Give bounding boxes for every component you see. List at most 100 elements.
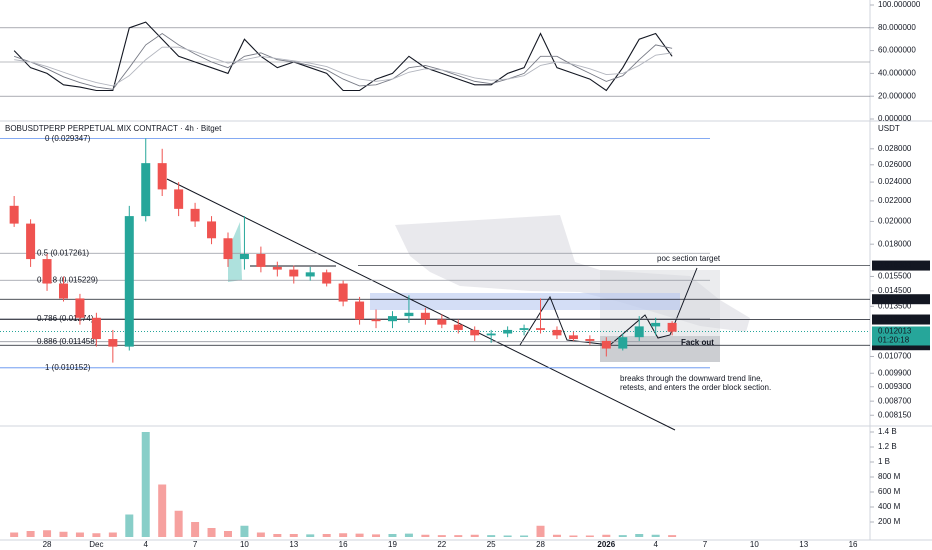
candle-body [256, 253, 266, 267]
last-price-label: 0.012013 [878, 327, 912, 336]
indicator-line [13, 21, 673, 92]
price-label: 0.016303 [878, 261, 912, 270]
fib-label: 0 (0.029347) [45, 134, 91, 143]
candle-body [568, 335, 578, 340]
candle-body [667, 322, 677, 332]
volume-bar [635, 534, 644, 537]
candle-body [26, 223, 36, 260]
candle-body [552, 329, 562, 336]
x-tick-label: 7 [193, 540, 198, 549]
order-block [370, 293, 680, 310]
volume-bar [158, 484, 167, 537]
candle-body [272, 266, 282, 270]
volume-bar [273, 534, 282, 537]
volume-bar [207, 528, 216, 537]
candle-body [75, 298, 85, 318]
candle-body [42, 259, 52, 284]
candle-body [190, 208, 200, 222]
x-tick-label: 10 [240, 540, 249, 549]
candle-body [420, 312, 430, 320]
volume-bar [388, 534, 397, 537]
candle-body [618, 337, 628, 349]
volume-bar [10, 532, 19, 537]
y-tick-label: 800 M [878, 472, 901, 481]
countdown-label: 01:20:18 [878, 336, 910, 345]
y-tick-label: 60.000000 [878, 46, 916, 55]
last-price-box [872, 326, 930, 346]
volume-bar [602, 534, 611, 537]
x-tick-label: 22 [437, 540, 446, 549]
candle-body [585, 339, 595, 341]
candle-body [58, 283, 68, 299]
x-tick-label: 19 [388, 540, 397, 549]
volume-bar [503, 535, 512, 537]
volume-bar [108, 532, 117, 537]
x-tick-label: 10 [750, 540, 759, 549]
volume-bar [75, 532, 84, 537]
price-label: 0.012698 [878, 315, 912, 324]
y-tick-label: 0.020000 [878, 217, 912, 226]
x-tick-label: 16 [849, 540, 858, 549]
y-tick-label: 100.000000 [878, 0, 921, 9]
fib-label: 0.618 (0.015229) [37, 275, 98, 284]
y-tick-label: 1 B [878, 457, 890, 466]
candle-body [601, 340, 611, 349]
chart-title: BOBUSDTPERP PERPETUAL MIX CONTRACT · 4h … [5, 124, 222, 133]
y-tick-label: 0.024000 [878, 177, 912, 186]
candle-body [486, 333, 496, 336]
volume-bar [520, 535, 529, 537]
candle-body [437, 319, 447, 325]
volume-bar [59, 531, 68, 537]
x-tick-label: 13 [289, 540, 298, 549]
y-tick-label: 0.028000 [878, 144, 912, 153]
candle-body [503, 329, 513, 334]
fib-label: 1 (0.010152) [45, 363, 91, 372]
volume-bar [43, 530, 52, 537]
volume-bar [470, 534, 479, 537]
annotation: Fack out [681, 338, 714, 347]
x-tick-label: 28 [43, 540, 52, 549]
candle-body [387, 316, 397, 322]
candle-body [338, 283, 348, 302]
candle-body [371, 319, 381, 322]
volume-bar [421, 534, 430, 537]
y-tick-label: 0.015500 [878, 272, 912, 281]
y-tick-label: 0.010700 [878, 352, 912, 361]
fib-label: 0.886 (0.011458) [37, 337, 98, 346]
volume-bar [668, 535, 677, 537]
candle-body [9, 205, 19, 224]
y-tick-label: 20.000000 [878, 91, 916, 100]
candle-body [536, 328, 546, 330]
candle-body [322, 272, 332, 284]
volume-bar [125, 514, 134, 537]
x-tick-label: Dec [89, 540, 103, 549]
volume-bar [487, 535, 496, 537]
candle-body [355, 301, 365, 320]
fib-label: 0.786 (0.01274) [37, 314, 94, 323]
y-tick-label: 0.009900 [878, 368, 912, 377]
volume-bar [141, 432, 150, 537]
volume-bar [569, 535, 578, 537]
candle-body [157, 163, 167, 190]
trend-line [166, 178, 676, 431]
zigzag-drawing [519, 267, 698, 346]
x-tick-label: 13 [799, 540, 808, 549]
volume-bar [322, 534, 331, 537]
volume-bar [256, 532, 265, 537]
volume-bar [404, 533, 413, 537]
y-tick-label: 1.2 B [878, 442, 897, 451]
volume-bar [223, 531, 232, 537]
price-label-box [872, 294, 930, 305]
y-tick-label: 80.000000 [878, 23, 916, 32]
candle-body [404, 312, 414, 317]
candle-body [651, 322, 661, 327]
y-tick-label: 200 M [878, 517, 901, 526]
y-tick-label: 400 M [878, 502, 901, 511]
y-tick-label: 0.018000 [878, 239, 912, 248]
volume-bar [289, 534, 298, 537]
volume-bar [552, 534, 561, 537]
volume-bar [306, 534, 315, 537]
volume-bar [240, 525, 249, 537]
